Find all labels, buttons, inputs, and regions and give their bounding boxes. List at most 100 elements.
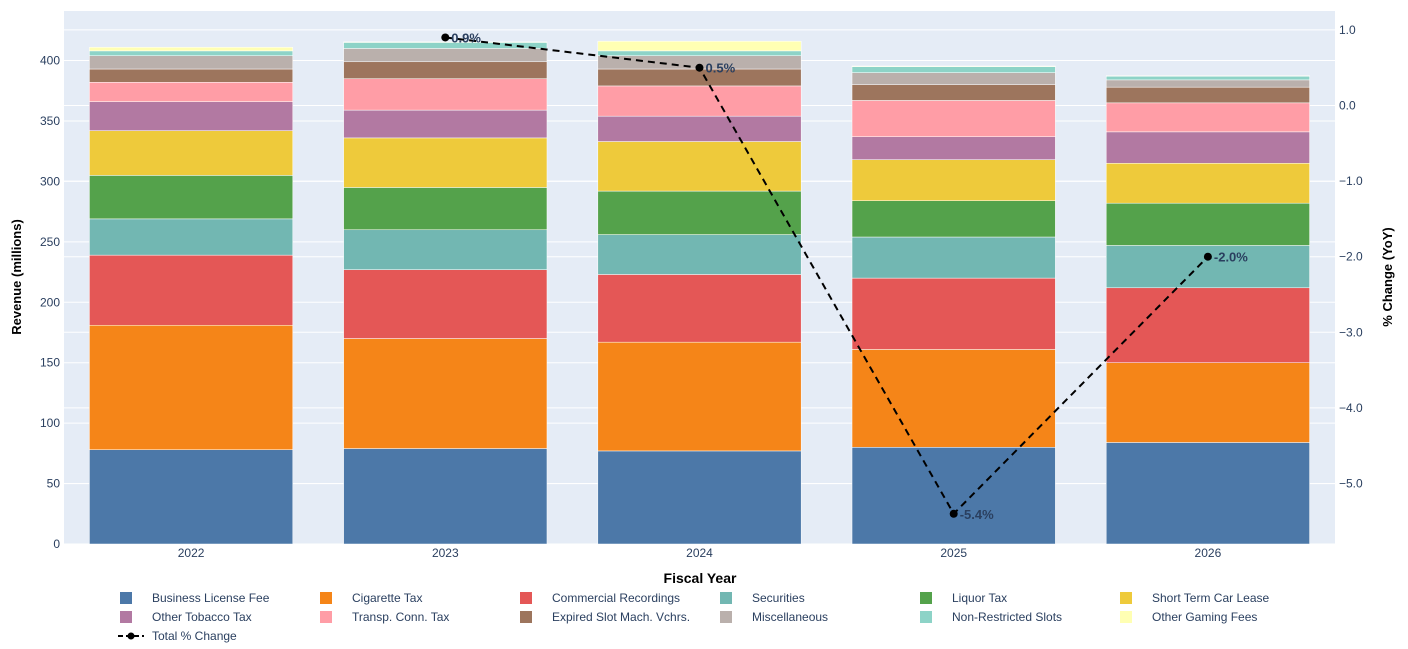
legend-label: Miscellaneous xyxy=(752,610,828,624)
legend-label: Liquor Tax xyxy=(952,591,1007,605)
bar-segment xyxy=(597,234,802,275)
legend-swatch xyxy=(320,592,332,604)
bar-segment xyxy=(89,101,294,131)
y-tick-label: 150 xyxy=(40,356,60,370)
bar-segment xyxy=(89,130,294,176)
bar-segment xyxy=(343,187,548,231)
legend-label: Cigarette Tax xyxy=(352,591,422,605)
legend-swatch xyxy=(120,592,132,604)
bar-segment xyxy=(1105,86,1310,104)
bar-segment xyxy=(597,341,802,452)
legend-label: Transp. Conn. Tax xyxy=(352,610,449,624)
bar-segment xyxy=(343,61,548,79)
pct-change-line: 0.9% 0.5% -5.4% -2.0% xyxy=(441,30,1248,522)
y2-tick-label: −5.0 xyxy=(1339,477,1363,491)
legend-swatch xyxy=(1120,592,1132,604)
legend-swatch xyxy=(520,592,532,604)
legend-label: Securities xyxy=(752,591,805,605)
y-tick-label: 300 xyxy=(40,174,60,188)
x-tick-label: 2022 xyxy=(178,546,205,560)
bar-segment xyxy=(851,236,1056,279)
bar-segment xyxy=(851,277,1056,350)
bar-segment xyxy=(851,136,1056,160)
bar-segment xyxy=(597,190,802,235)
bar-segment xyxy=(851,349,1056,448)
bar-segment xyxy=(597,274,802,343)
bar-segment xyxy=(597,115,802,142)
bar-segment xyxy=(343,78,548,111)
bar-segment xyxy=(1105,131,1310,164)
bar-segment xyxy=(597,450,802,545)
bar-segment xyxy=(89,50,294,56)
pct-change-label: -5.4% xyxy=(960,507,994,522)
legend-swatch xyxy=(120,611,132,623)
legend-label: Other Tobacco Tax xyxy=(152,610,252,624)
y2-tick-label: 0.0 xyxy=(1339,99,1356,113)
bar-segment xyxy=(1105,75,1310,77)
y-tick-label: 100 xyxy=(40,416,60,430)
bar-segment xyxy=(343,109,548,139)
bar-segment xyxy=(597,85,802,117)
pct-change-label: 0.5% xyxy=(706,61,736,76)
y-tick-label: 350 xyxy=(40,114,60,128)
bar-segment xyxy=(89,68,294,83)
bar-segment xyxy=(1105,79,1310,88)
bar-segment xyxy=(851,72,1056,85)
y2-tick-label: −1.0 xyxy=(1339,174,1363,188)
bar-segment xyxy=(1105,442,1310,545)
legend-label: Total % Change xyxy=(152,629,237,643)
legend: Business License Fee Cigarette Tax Commerc… xyxy=(118,591,1269,643)
y2-tick-label: 1.0 xyxy=(1339,23,1356,37)
legend-swatch xyxy=(320,611,332,623)
y-tick-label: 50 xyxy=(47,477,61,491)
bar-segment xyxy=(851,159,1056,202)
bar-segment xyxy=(597,40,802,52)
bar-segment xyxy=(343,269,548,339)
y-tick-label: 400 xyxy=(40,54,60,68)
bar-segment xyxy=(597,50,802,56)
bar-segment xyxy=(343,338,548,449)
legend-label: Expired Slot Mach. Vchrs. xyxy=(552,610,690,624)
legend-swatch xyxy=(920,592,932,604)
bar-segment xyxy=(851,84,1056,101)
bar-segment xyxy=(89,324,294,450)
bar-segment xyxy=(597,141,802,192)
bar-segment xyxy=(1105,287,1310,363)
legend-line-marker xyxy=(127,632,135,640)
bar-segment xyxy=(1105,163,1310,204)
bar-segment xyxy=(89,55,294,70)
y-axis-title: Revenue (millions) xyxy=(9,219,24,335)
y-tick-label: 250 xyxy=(40,235,60,249)
x-tick-label: 2025 xyxy=(940,546,967,560)
legend-label: Short Term Car Lease xyxy=(1152,591,1269,605)
bar-segment xyxy=(851,100,1056,137)
legend-swatch xyxy=(1120,611,1132,623)
bar-segment xyxy=(343,42,548,49)
bar-segment xyxy=(1105,202,1310,246)
pct-change-marker xyxy=(695,63,704,72)
y2-axis-title: % Change (YoY) xyxy=(1380,227,1395,326)
pct-change-path xyxy=(445,36,1209,516)
axes: 0 50 100 150 200 250 300 350 400 1.0 0.0 −1.0 −2.0 −3… xyxy=(40,23,1363,560)
bars xyxy=(89,40,1310,545)
bar-segment xyxy=(851,65,1056,67)
legend-swatch xyxy=(720,592,732,604)
y2-tick-label: −4.0 xyxy=(1339,401,1363,415)
x-tick-label: 2026 xyxy=(1195,546,1222,560)
x-tick-label: 2023 xyxy=(432,546,459,560)
bar-segment xyxy=(89,175,294,220)
bar-segment xyxy=(851,66,1056,73)
bar-segment xyxy=(89,218,294,256)
bar-segment xyxy=(1105,102,1310,133)
pct-change-label: -2.0% xyxy=(1214,250,1248,265)
bar-segment xyxy=(89,449,294,545)
x-axis-title: Fiscal Year xyxy=(664,570,737,586)
bar-segment xyxy=(343,41,548,43)
pct-change-marker xyxy=(441,33,450,42)
pct-change-label: 0.9% xyxy=(451,30,481,45)
x-tick-label: 2024 xyxy=(686,546,713,560)
bar-segment xyxy=(851,447,1056,545)
y2-tick-label: −3.0 xyxy=(1339,325,1363,339)
legend-swatch xyxy=(520,611,532,623)
pct-change-marker xyxy=(949,509,958,518)
